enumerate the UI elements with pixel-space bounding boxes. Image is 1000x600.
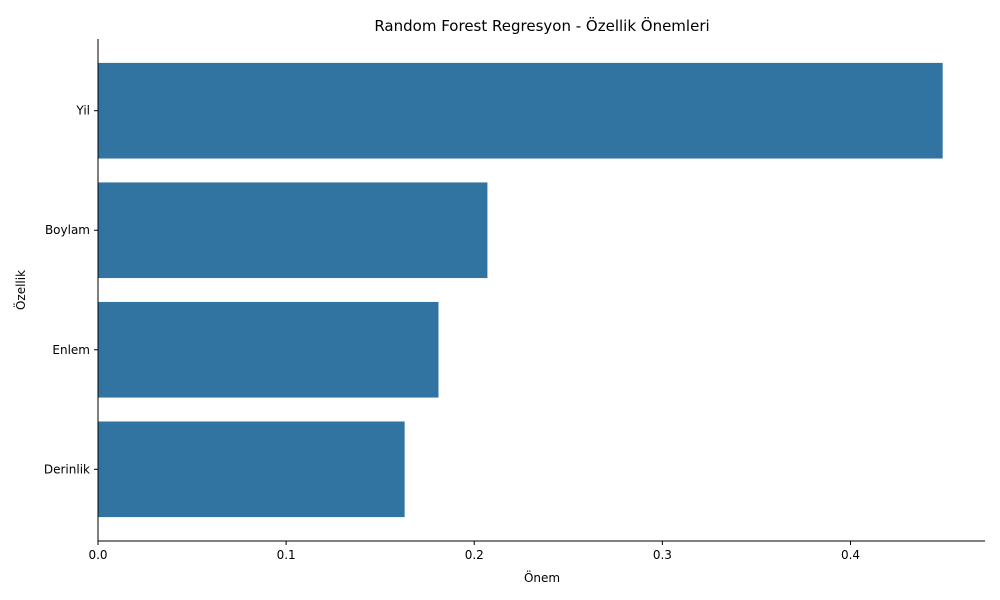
y-tick-label: Boylam xyxy=(45,223,90,237)
bar-boylam xyxy=(98,182,488,279)
y-axis-label: Özellik xyxy=(12,270,28,310)
x-axis-label: Önem xyxy=(524,569,560,585)
bars-group xyxy=(98,62,943,518)
x-ticks-group: 0.0 0.1 0.2 0.3 0.4 xyxy=(88,541,860,562)
y-tick-label: Enlem xyxy=(52,343,90,357)
chart-title: Random Forest Regresyon - Özellik Önemle… xyxy=(374,16,709,35)
x-tick-label: 0.1 xyxy=(277,548,296,562)
x-tick-label: 0.4 xyxy=(841,548,860,562)
x-tick-label: 0.3 xyxy=(653,548,672,562)
bar-derinlik xyxy=(98,421,405,518)
y-ticks-group: Yil Boylam Enlem Derinlik xyxy=(44,104,98,476)
y-tick-label: Derinlik xyxy=(44,462,90,476)
bar-yil xyxy=(98,62,943,159)
bar-enlem xyxy=(98,301,439,398)
x-tick-label: 0.2 xyxy=(465,548,484,562)
y-tick-label: Yil xyxy=(75,104,90,118)
axes-spines xyxy=(97,39,985,542)
x-tick-label: 0.0 xyxy=(88,548,107,562)
